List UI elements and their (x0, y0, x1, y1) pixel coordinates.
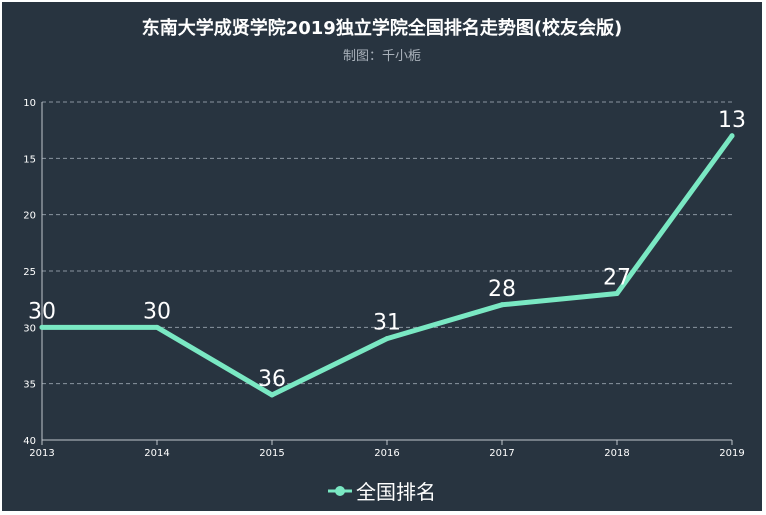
y-tick-label: 20 (23, 211, 36, 222)
data-point[interactable] (39, 324, 45, 330)
y-tick-label: 30 (23, 323, 36, 334)
x-tick-label: 2014 (144, 448, 169, 459)
x-tick-label: 2016 (374, 448, 399, 459)
data-label: 27 (603, 266, 631, 291)
data-label: 28 (488, 277, 516, 302)
legend-swatch-icon (328, 485, 352, 496)
legend-label: 全国排名 (356, 480, 436, 504)
y-tick-label: 10 (23, 98, 36, 109)
chart-subtitle: 制图：千小栀 (342, 49, 421, 64)
data-label: 13 (718, 108, 746, 133)
data-label: 30 (28, 299, 56, 324)
series-layer (39, 133, 735, 398)
data-point[interactable] (269, 392, 275, 398)
data-point[interactable] (154, 324, 160, 330)
grid-layer (42, 101, 732, 385)
y-tick-label: 25 (23, 267, 36, 278)
data-label: 36 (258, 367, 286, 392)
data-label: 30 (143, 299, 171, 324)
data-point[interactable] (729, 133, 735, 139)
x-tick-label: 2019 (719, 448, 744, 459)
data-point[interactable] (614, 291, 620, 297)
x-tick-label: 2015 (259, 448, 284, 459)
data-label: 31 (373, 311, 401, 336)
y-tick-label: 15 (23, 154, 36, 165)
legend[interactable]: 全国排名 (2, 476, 762, 505)
x-tick-label: 2018 (604, 448, 629, 459)
x-tick-label: 2017 (489, 448, 514, 459)
data-point[interactable] (384, 336, 390, 342)
label-layer: 30 30 36 31 28 27 13 (28, 108, 746, 392)
y-tick-label: 35 (23, 380, 36, 391)
y-tick-label: 40 (23, 436, 36, 447)
chart-title: 东南大学成贤学院2019独立学院全国排名走势图(校友会版) (141, 18, 623, 39)
data-point[interactable] (499, 302, 505, 308)
x-tick-label: 2013 (29, 448, 54, 459)
